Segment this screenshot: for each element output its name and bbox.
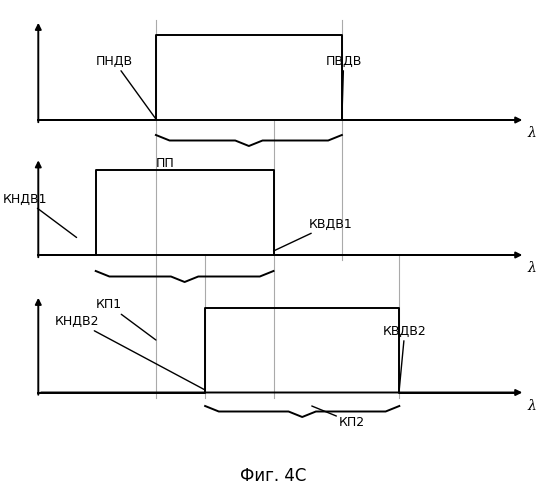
Text: ПНДВ: ПНДВ: [96, 55, 156, 119]
Text: КП1: КП1: [96, 298, 156, 340]
Text: λ: λ: [528, 126, 537, 140]
Text: Фиг. 4С: Фиг. 4С: [240, 467, 307, 485]
Text: ПВДВ: ПВДВ: [325, 55, 362, 119]
Text: КНДВ1: КНДВ1: [3, 192, 77, 238]
Text: λ: λ: [528, 261, 537, 275]
Text: КВДВ2: КВДВ2: [383, 325, 427, 389]
Text: ПП: ПП: [156, 157, 174, 170]
Text: КНДВ2: КНДВ2: [55, 315, 205, 390]
Text: λ: λ: [528, 398, 537, 412]
Text: КВДВ1: КВДВ1: [274, 218, 353, 251]
Text: КП2: КП2: [312, 406, 365, 429]
